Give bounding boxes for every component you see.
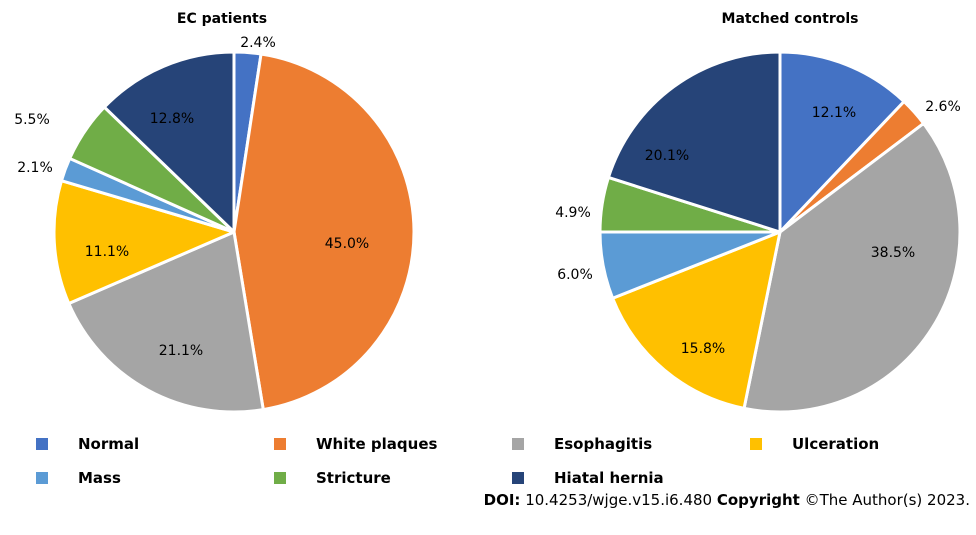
legend-swatch-stricture (274, 472, 286, 484)
data-label-normal: 12.1% (812, 105, 856, 121)
legend-swatch-ulceration (750, 438, 762, 450)
data-label-hiatal-hernia: 12.8% (150, 111, 194, 127)
data-label-white-plaques: 2.6% (925, 99, 961, 115)
data-label-hiatal-hernia: 20.1% (645, 148, 689, 164)
legend-label-mass: Mass (78, 469, 121, 487)
legend-swatch-hiatal-hernia (512, 472, 524, 484)
pie-slice-white-plaques (232, 52, 416, 412)
pie-slice-esophagitis (742, 121, 962, 414)
pie-slice-hiatal-hernia (606, 50, 782, 234)
data-label-normal: 2.4% (240, 35, 276, 51)
data-label-white-plaques: 45.0% (325, 236, 369, 252)
legend-label-white-plaques: White plaques (316, 435, 438, 453)
legend-label-ulceration: Ulceration (792, 435, 880, 453)
legend-item-normal: Normal (36, 434, 139, 454)
data-label-stricture: 5.5% (14, 112, 50, 128)
chart-title: EC patients (177, 11, 267, 27)
legend-item-white-plaques: White plaques (274, 434, 437, 454)
legend-swatch-white-plaques (274, 438, 286, 450)
chart-title: Matched controls (722, 11, 859, 27)
data-label-mass: 6.0% (557, 267, 593, 283)
pie-slice-esophagitis (67, 230, 265, 414)
pie-slice-normal (778, 50, 906, 234)
copyright-value: ©The Author(s) 2023. (799, 491, 970, 509)
legend-item-ulceration: Ulceration (750, 434, 879, 454)
copyright-label: Copyright (716, 491, 800, 509)
legend-swatch-esophagitis (512, 438, 524, 450)
legend-label-esophagitis: Esophagitis (554, 435, 653, 453)
data-label-esophagitis: 38.5% (871, 245, 915, 261)
legend-item-mass: Mass (36, 468, 121, 488)
pie-slice-ulceration (611, 230, 782, 410)
pie-charts: EC patients 2.4% 45.0% 21.1% 11.1% 2.1% 5.5% 12… (14, 11, 962, 414)
data-label-stricture: 4.9% (555, 205, 591, 221)
pie-slice-hiatal-hernia (102, 50, 236, 234)
doi-value: 10.4253/wjge.v15.i6.480 (520, 491, 717, 509)
legend-item-hiatal-hernia: Hiatal hernia (512, 468, 664, 488)
legend-label-hiatal-hernia: Hiatal hernia (554, 469, 664, 487)
legend-swatch-normal (36, 438, 48, 450)
pie-slice-ulceration (52, 179, 236, 305)
legend-label-normal: Normal (78, 435, 140, 453)
legend-label-stricture: Stricture (316, 469, 391, 487)
data-label-ulceration: 15.8% (681, 341, 725, 357)
legend-swatch-mass (36, 472, 48, 484)
doi-copyright-line: DOI: 10.4253/wjge.v15.i6.480 Copyright ©… (484, 491, 970, 509)
legend-item-stricture: Stricture (274, 468, 391, 488)
pie-chart-matched-controls: Matched controls 12.1% 2.6% 38.5% 15.8% 6.0% 4… (555, 11, 962, 414)
data-label-ulceration: 11.1% (85, 244, 129, 260)
legend-item-esophagitis: Esophagitis (512, 434, 652, 454)
pie-chart-ec-patients: EC patients 2.4% 45.0% 21.1% 11.1% 2.1% 5.5% 12… (14, 11, 416, 414)
data-label-mass: 2.1% (17, 160, 53, 176)
data-label-esophagitis: 21.1% (159, 343, 203, 359)
doi-label: DOI: (483, 491, 521, 509)
